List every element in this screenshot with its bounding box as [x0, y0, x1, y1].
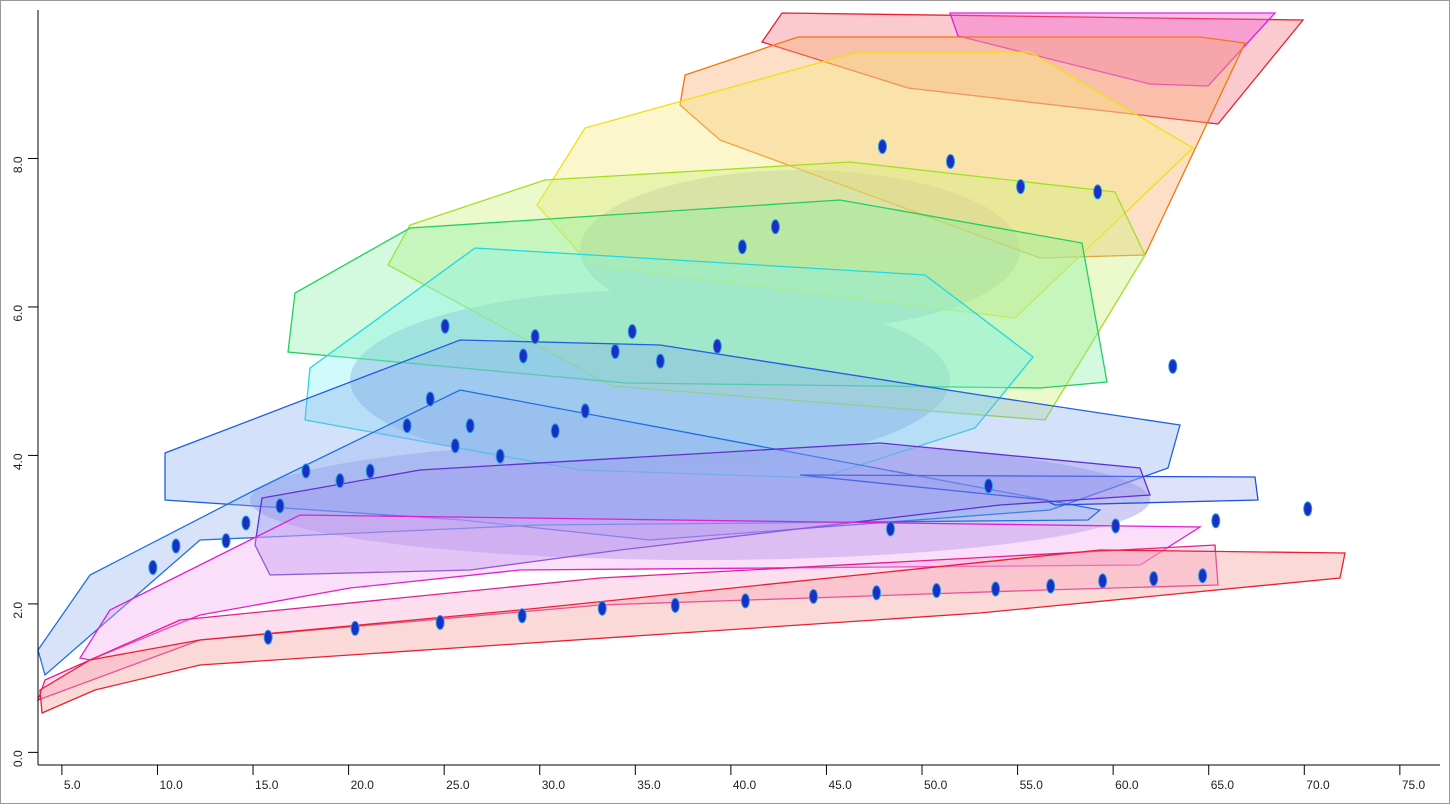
spot [148, 560, 158, 576]
x-tick-label: 55.0 [1020, 778, 1044, 792]
spot [425, 391, 435, 407]
x-tick-label: 25.0 [446, 778, 470, 792]
x-tick-label: 5.0 [64, 778, 81, 792]
spot [365, 463, 375, 479]
x-tick-label: 45.0 [828, 778, 852, 792]
spot [1046, 578, 1056, 594]
x-tick-label: 20.0 [351, 778, 375, 792]
spot [740, 593, 750, 609]
y-tick-label: 4.0 [11, 453, 25, 470]
spot [1093, 184, 1103, 200]
spot [1211, 513, 1221, 529]
spot [808, 588, 818, 604]
spot [984, 478, 994, 494]
spot [945, 153, 955, 169]
x-tick-label: 10.0 [159, 778, 183, 792]
spot [885, 521, 895, 537]
spot [550, 423, 560, 439]
y-tick-label: 8.0 [11, 156, 25, 173]
spot [580, 403, 590, 419]
spot [1098, 573, 1108, 589]
y-tick-label: 2.0 [11, 602, 25, 619]
regions [36, 12, 1346, 714]
x-tick-label: 15.0 [255, 778, 279, 792]
spot [440, 318, 450, 334]
x-tick-label: 60.0 [1115, 778, 1139, 792]
spot [517, 608, 527, 624]
spot [737, 239, 747, 255]
spot [610, 343, 620, 359]
spot [1168, 358, 1178, 374]
y-tick-label: 6.0 [11, 305, 25, 322]
spot [1149, 571, 1159, 587]
spot [171, 538, 181, 554]
spot [991, 581, 1001, 597]
spot [712, 338, 722, 354]
spot [1016, 179, 1026, 195]
spot [518, 348, 528, 364]
spot [495, 448, 505, 464]
spot [530, 329, 540, 345]
spot [301, 463, 311, 479]
spot [770, 219, 780, 235]
x-tick-label: 40.0 [733, 778, 757, 792]
x-tick-label: 75.0 [1402, 778, 1426, 792]
spot [275, 498, 285, 514]
spot [221, 533, 231, 549]
spot [597, 600, 607, 616]
y-tick-label: 0.0 [11, 750, 25, 767]
spot [263, 629, 273, 645]
spot [1111, 518, 1121, 534]
spot [1303, 501, 1313, 517]
spot [932, 583, 942, 599]
spot [350, 620, 360, 636]
spot [877, 139, 887, 155]
spot [670, 597, 680, 613]
spot [465, 418, 475, 434]
x-tick-label: 70.0 [1306, 778, 1330, 792]
spot [241, 515, 251, 531]
spot [450, 438, 460, 454]
x-tick-label: 65.0 [1211, 778, 1235, 792]
spot [872, 585, 882, 601]
x-tick-label: 35.0 [637, 778, 661, 792]
spot [402, 418, 412, 434]
x-tick-label: 30.0 [542, 778, 566, 792]
spot [435, 614, 445, 630]
spot [627, 323, 637, 339]
spot [655, 353, 665, 369]
spot [1198, 568, 1208, 584]
x-tick-label: 50.0 [924, 778, 948, 792]
spot [335, 473, 345, 489]
